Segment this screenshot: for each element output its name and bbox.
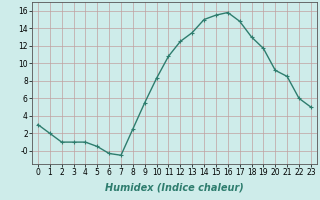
X-axis label: Humidex (Indice chaleur): Humidex (Indice chaleur): [105, 183, 244, 193]
